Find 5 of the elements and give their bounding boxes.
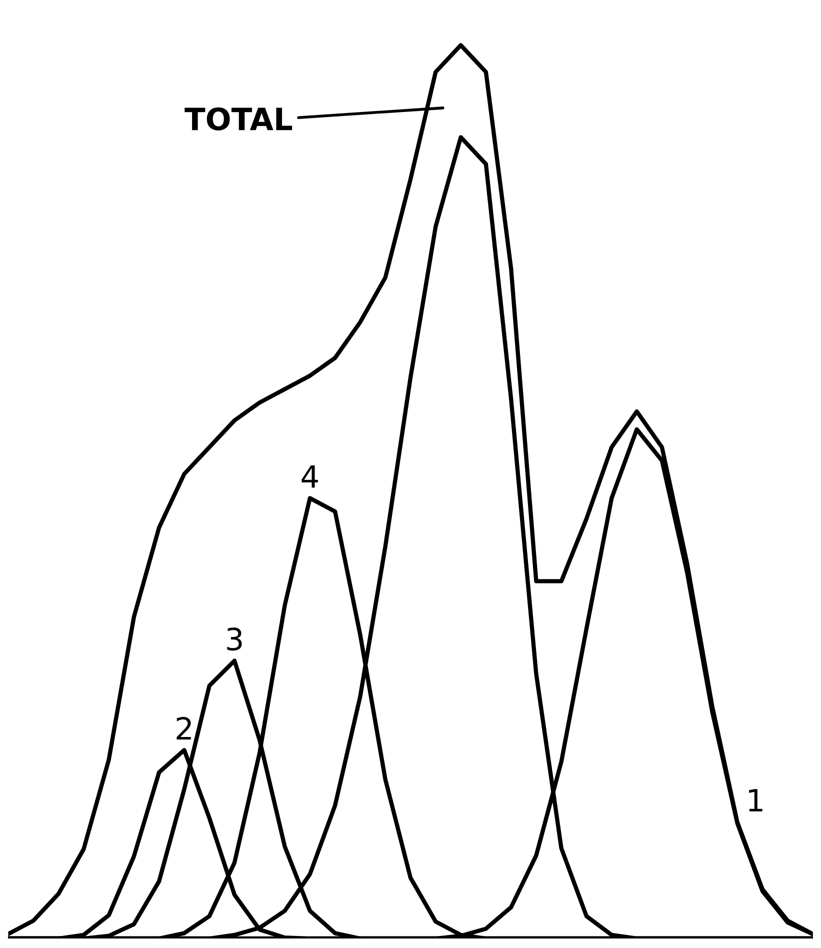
legend-label: TOTAL: [184, 107, 292, 130]
series-label: 2: [176, 716, 191, 740]
series-label: 1: [749, 789, 762, 812]
series-label: 4: [302, 465, 318, 488]
series-label: 3: [227, 628, 242, 651]
